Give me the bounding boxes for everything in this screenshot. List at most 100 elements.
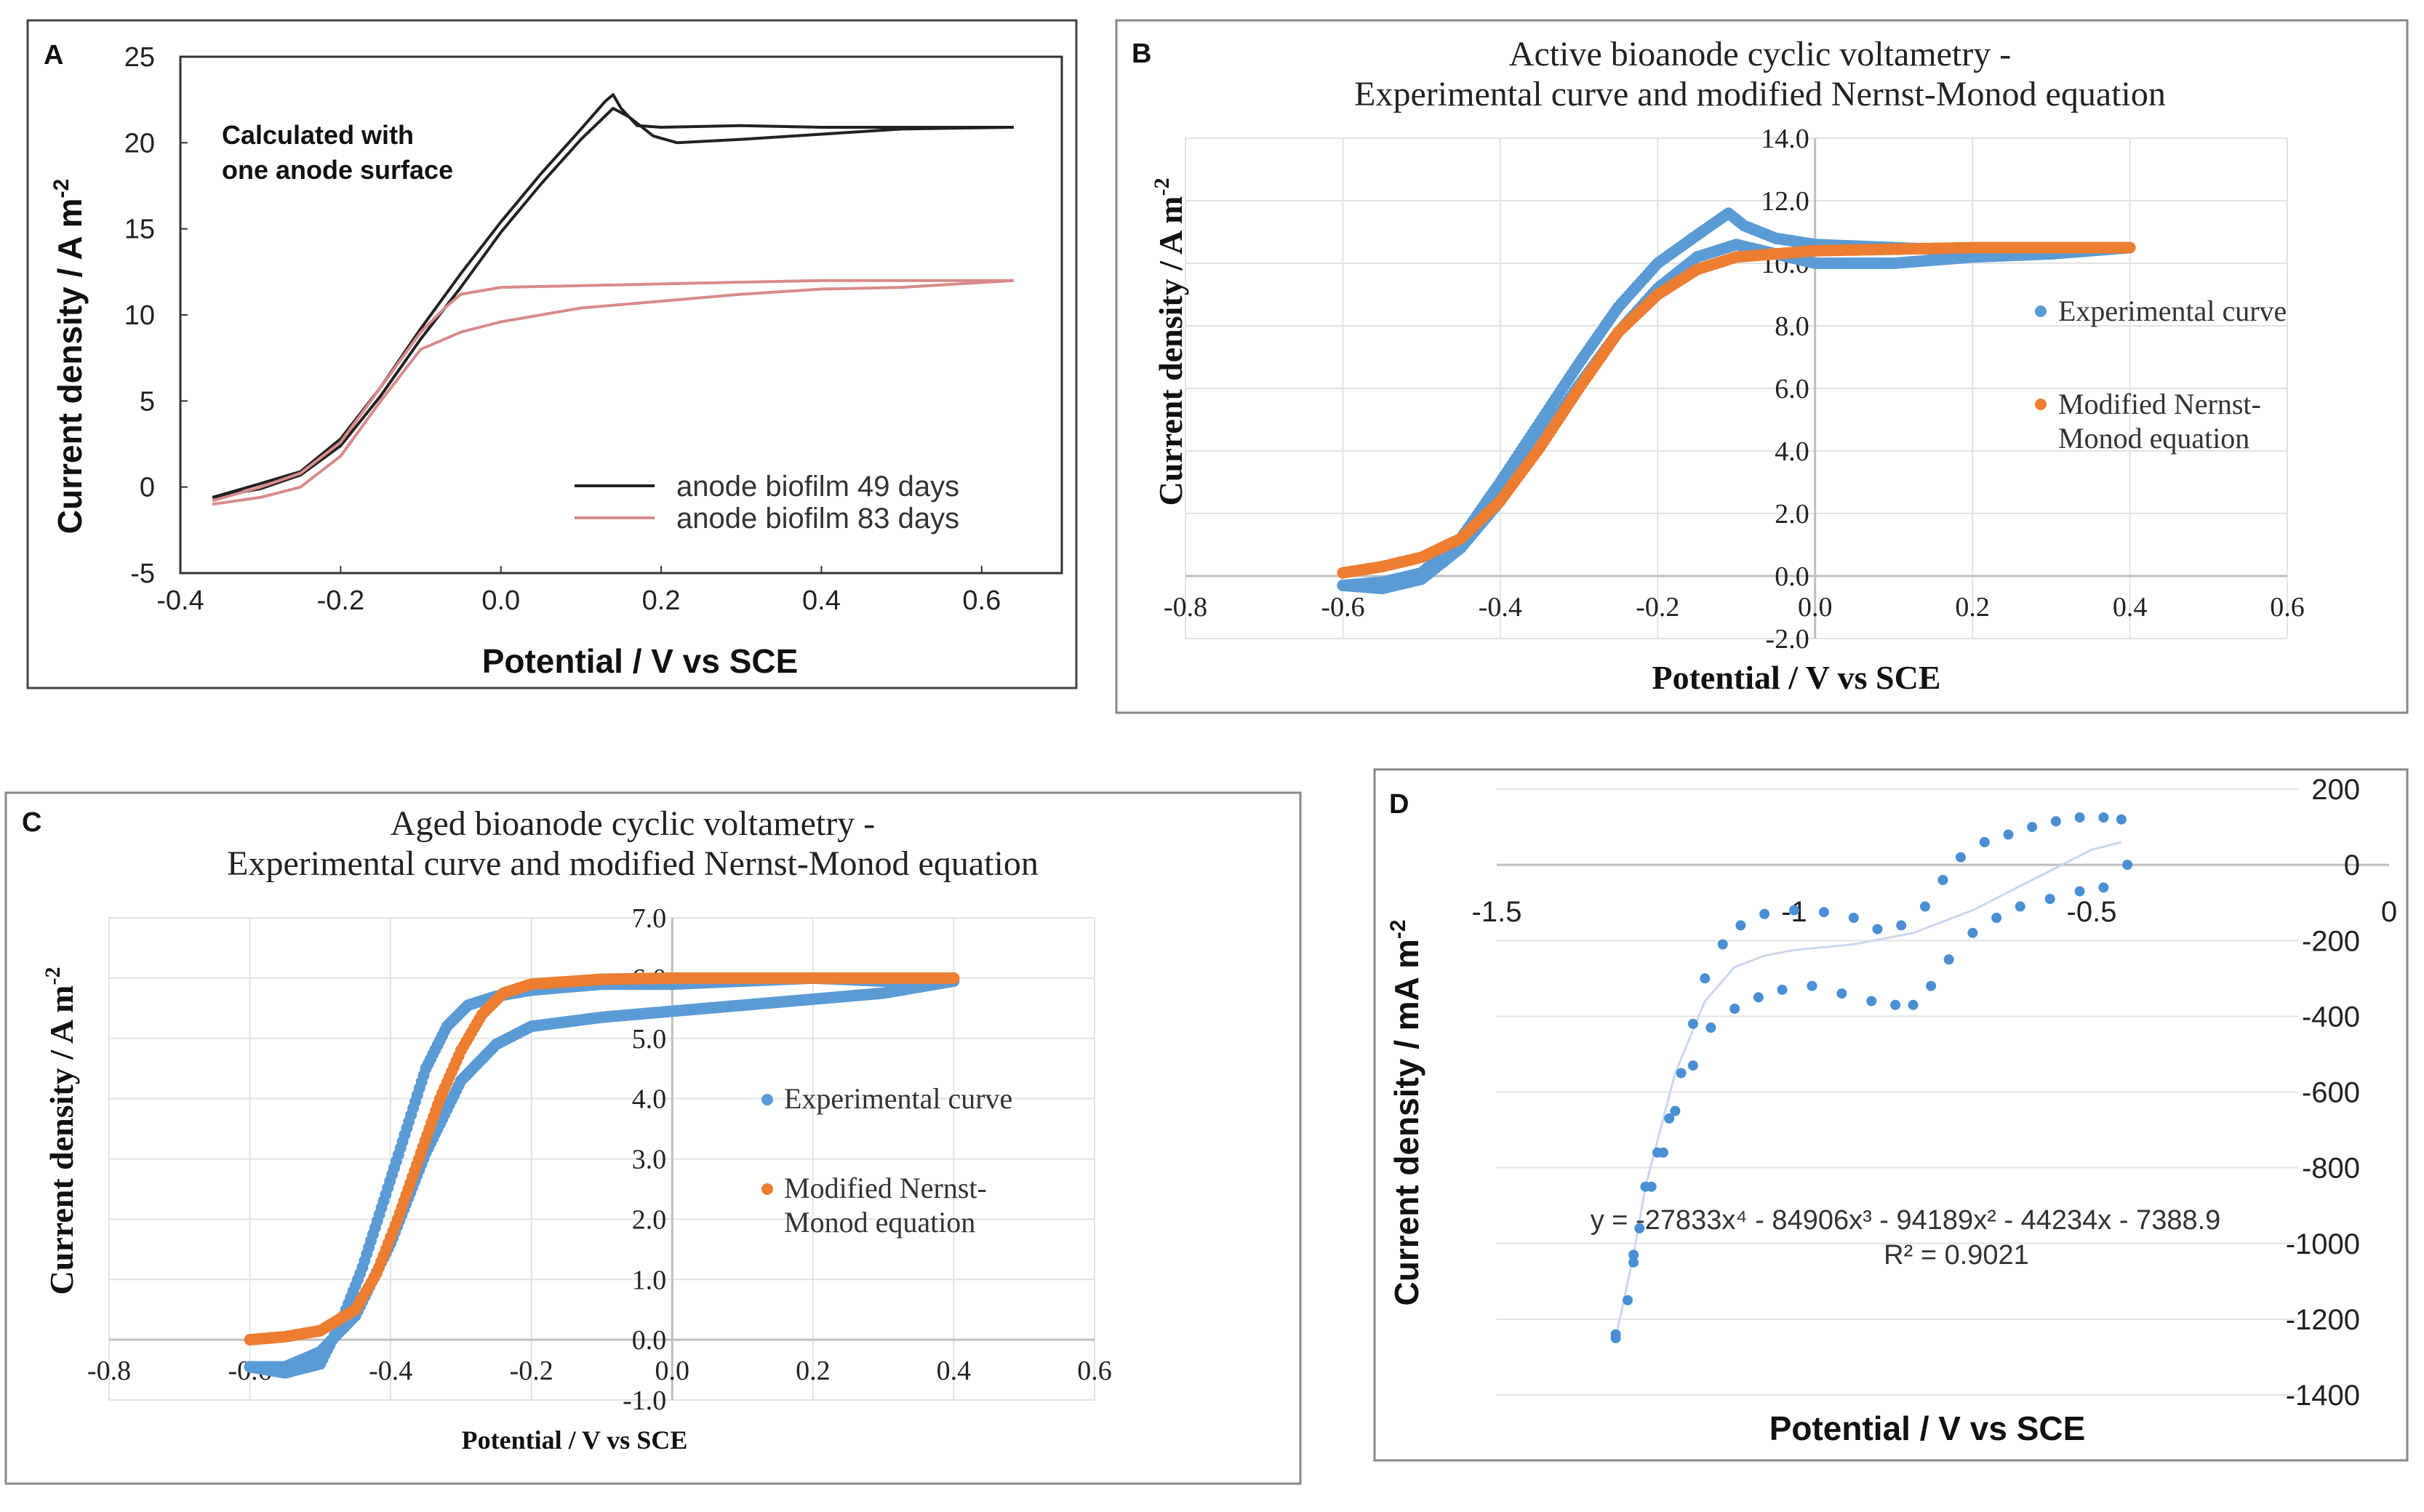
panel-d-experimental-point — [1687, 1060, 1698, 1071]
panel-d-experimental-point — [1628, 1257, 1639, 1268]
panel-c-x-tick-label: 0.6 — [1077, 1356, 1112, 1386]
panel-d-experimental-point — [1956, 852, 1966, 863]
panel-c-y-axis-label: Current density / A m-2 — [41, 967, 80, 1295]
panel-c-y-axis-label-sup: -2 — [41, 967, 65, 985]
panel-c-title-line-1: Aged bioanode cyclic voltametry - — [391, 804, 875, 843]
panel-a-x-tick-label: 0.0 — [481, 585, 520, 616]
panel-b-model-point — [2124, 241, 2136, 254]
panel-b-legend-model-line-1: Modified Nernst- — [2058, 388, 2261, 420]
panel-d-experimental-point — [1848, 913, 1859, 923]
panel-a-y-tick-label: 10 — [124, 300, 155, 331]
panel-d-r-squared: R² = 0.9021 — [1884, 1240, 2029, 1271]
panel-c-x-tick-label: -0.8 — [87, 1356, 131, 1386]
panel-d-experimental-point — [1896, 920, 1907, 931]
panel-c-legend-model-line-2: Monod equation — [784, 1206, 975, 1239]
panel-c-frame — [4, 791, 1302, 1485]
panel-d-experimental-point — [1705, 1023, 1716, 1033]
panel-b-y-tick-label: 12.0 — [1761, 186, 1809, 217]
panel-d-experimental-point — [2044, 894, 2055, 904]
panel-b-legend-marker-experimental — [2035, 305, 2047, 317]
panel-a-y-tick-label: 0 — [140, 473, 155, 503]
panel-a-series — [212, 93, 1015, 506]
panel-d-experimental-point — [2050, 816, 2061, 827]
panel-d-gridlines — [1497, 788, 2298, 1396]
panel-d-experimental-point — [1664, 1113, 1675, 1124]
panel-c-y-tick-label: 0.0 — [632, 1325, 667, 1356]
panel-d-experimental-point — [1735, 920, 1746, 931]
panel-b-y-axis-label: Current density / A m-2 — [1150, 178, 1189, 506]
panel-d-x-tick-label: -0.5 — [2067, 896, 2117, 928]
panel-b-x-tick-label: -0.6 — [1321, 592, 1364, 623]
panel-b-gridlines — [1185, 137, 2288, 639]
panel-d-x-tick-label: -1.5 — [1472, 896, 1522, 928]
panel-d-experimental-point — [1991, 913, 2002, 923]
panel-b-y-tick-label: 6.0 — [1775, 374, 1809, 404]
panel-a-legend-label-83: anode biofilm 83 days — [676, 503, 959, 535]
panel-b-x-tick-label: 0.4 — [2113, 592, 2148, 623]
panel-a-y-axis-label-main: Current density / A m — [51, 198, 89, 534]
panel-d-experimental-point — [2122, 860, 2133, 871]
panel-d-frame — [1373, 768, 2409, 1462]
panel-a-line-83-days-forward — [212, 279, 1014, 503]
panel-b-experimental-point — [1337, 579, 1349, 591]
panel-d-y-ticks: -1400 -1200 -1000 -800 -600 -400 -200 0 200 — [2286, 774, 2360, 1412]
panel-b-y-axis-label-main: Current density / A m — [1152, 196, 1189, 506]
panel-d-y-tick-label: -400 — [2302, 1001, 2360, 1033]
panel-d-experimental-point — [1700, 973, 1711, 984]
panel-c-legend-model-line-1: Modified Nernst- — [784, 1172, 987, 1204]
panel-a: A -0.4 -0.2 0.0 0.2 0.4 0.6 -5 0 5 10 15 20 25 Calc… — [26, 19, 1078, 689]
panel-d-y-tick-label: -600 — [2302, 1077, 2360, 1109]
panel-d-y-axis-label: Current density / mA m-2 — [1386, 919, 1425, 1305]
panel-c-y-tick-label: 1.0 — [632, 1265, 667, 1295]
panel-c-y-tick-label: 3.0 — [632, 1145, 667, 1175]
panel-a-x-tick-label: 0.4 — [802, 585, 841, 616]
panel-b-x-tick-label: 0.0 — [1798, 592, 1833, 623]
panel-a-frame — [26, 19, 1078, 689]
panel-b-x-tick-label: -0.2 — [1636, 592, 1679, 623]
panel-d-experimental-point — [1836, 988, 1847, 999]
panel-d-experimental-point — [1687, 1018, 1698, 1029]
panel-d-experimental-point — [1872, 924, 1883, 935]
panel-c-x-tick-label: -0.4 — [369, 1356, 412, 1386]
panel-d-experimental-point — [1866, 996, 1877, 1007]
panel-a-line-83-days-backward — [212, 279, 1015, 506]
panel-a-line-49-days-backward — [212, 107, 1014, 499]
panel-c-y-tick-label: 5.0 — [632, 1024, 667, 1055]
panel-d-experimental-point — [1967, 927, 1978, 938]
panel-b-y-tick-label: 0.0 — [1775, 561, 1809, 592]
panel-d-experimental-point — [1646, 1181, 1657, 1192]
panel-d-experimental-point — [1670, 1105, 1681, 1116]
panel-c-x-axis-label: Potential / V vs SCE — [462, 1425, 688, 1455]
panel-d-y-tick-label: -1200 — [2286, 1304, 2360, 1336]
panel-d-experimental-point — [2074, 812, 2085, 823]
panel-c-y-tick-label: -1.0 — [623, 1385, 666, 1416]
panel-d-x-axis-label: Potential / V vs SCE — [1769, 1409, 2086, 1447]
panel-a-y-tick-label: 15 — [124, 215, 155, 245]
panel-d-y-tick-label: -1000 — [2286, 1228, 2360, 1260]
panel-d-experimental-point — [2003, 829, 2014, 840]
panel-d-experimental-point — [1753, 992, 1764, 1003]
panel-b-y-tick-label: 4.0 — [1775, 436, 1809, 467]
panel-c-series — [244, 972, 960, 1379]
panel-b-x-tick-label: 0.6 — [2270, 592, 2305, 623]
panel-b-legend-model-line-2: Monod equation — [2058, 422, 2249, 455]
panel-a-annotation-line-2: one anode surface — [222, 155, 453, 185]
panel-d-experimental-point — [2116, 814, 2127, 825]
panel-b-y-ticks: -2.00.02.04.06.08.010.012.014.0 — [1761, 124, 1809, 655]
panel-d-experimental-point — [1777, 984, 1788, 995]
panel-c-x-tick-label: 0.2 — [796, 1356, 831, 1386]
panel-d-experimental-point — [1729, 1004, 1740, 1014]
panel-b-legend-marker-model — [2035, 399, 2047, 410]
panel-d-experimental-point — [1676, 1068, 1687, 1079]
panel-a-x-tick-label: 0.2 — [642, 585, 681, 616]
panel-d-experimental-point — [1943, 954, 1954, 965]
panel-a-x-tick-label: -0.4 — [156, 585, 204, 616]
panel-a-x-tick-label: 0.6 — [962, 585, 1001, 616]
panel-b-legend-label-model: Modified Nernst-Monod equation — [2058, 388, 2261, 455]
panel-c-x-tick-label: -0.2 — [510, 1356, 553, 1386]
panel-d-experimental-point — [1818, 907, 1829, 918]
panel-c-model-point — [948, 972, 960, 984]
panel-b-y-tick-label: 14.0 — [1761, 124, 1809, 154]
panel-b-y-tick-label: 8.0 — [1775, 311, 1809, 342]
panel-d-trendline — [1615, 841, 2122, 1339]
